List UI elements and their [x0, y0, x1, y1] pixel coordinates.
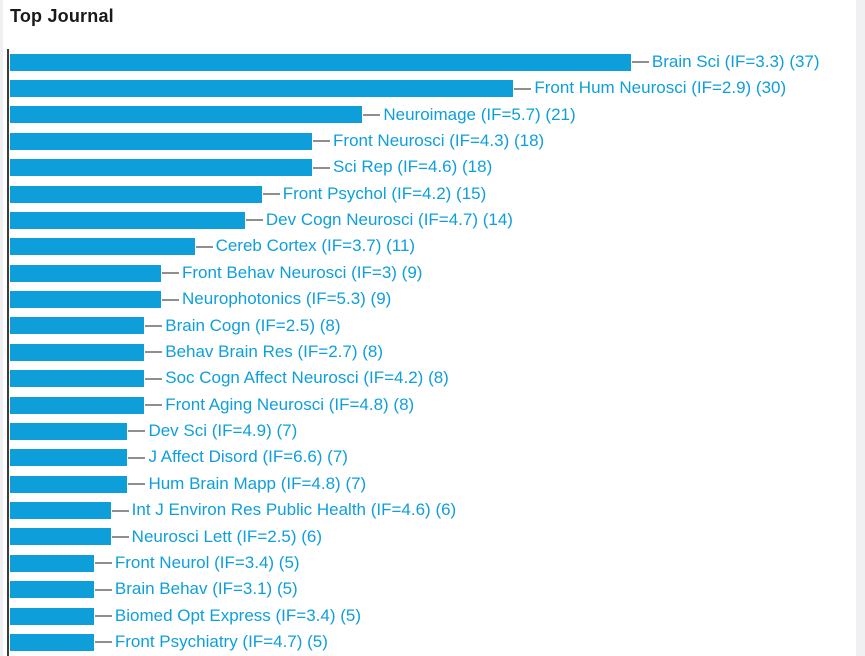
journal-bar[interactable]: [10, 264, 162, 282]
bar-row: Neuroimage (IF=5.7) (21): [10, 102, 856, 128]
label-connector-line: [94, 641, 112, 644]
journal-label[interactable]: Neurosci Lett (IF=2.5) (6): [131, 526, 323, 546]
label-connector-line: [363, 113, 381, 116]
journal-label[interactable]: Behav Brain Res (IF=2.7) (8): [165, 341, 384, 361]
journal-label[interactable]: Biomed Opt Express (IF=3.4) (5): [114, 605, 362, 625]
label-connector-line: [162, 298, 180, 301]
bar-row: Behav Brain Res (IF=2.7) (8): [10, 339, 856, 365]
journal-label[interactable]: Front Neurol (IF=3.4) (5): [114, 552, 300, 572]
journal-bar[interactable]: [10, 554, 94, 572]
bar-row: Front Neurosci (IF=4.3) (18): [10, 128, 856, 154]
label-connector-line: [262, 193, 280, 196]
bar-row: Front Hum Neurosci (IF=2.9) (30): [10, 75, 856, 101]
journal-label[interactable]: Brain Sci (IF=3.3) (37): [651, 51, 820, 71]
label-connector-line: [195, 245, 213, 248]
journal-bar[interactable]: [10, 211, 245, 229]
label-connector-line: [145, 404, 163, 407]
bar-row: Dev Sci (IF=4.9) (7): [10, 418, 856, 444]
y-axis-line: [7, 49, 9, 656]
journal-label[interactable]: Dev Sci (IF=4.9) (7): [148, 421, 298, 441]
label-connector-line: [94, 588, 112, 591]
journal-label[interactable]: Front Neurosci (IF=4.3) (18): [333, 130, 545, 150]
label-connector-line: [94, 562, 112, 565]
label-connector-line: [94, 615, 112, 618]
journal-bar[interactable]: [10, 80, 514, 98]
label-connector-line: [162, 272, 180, 275]
bar-row: J Affect Disord (IF=6.6) (7): [10, 445, 856, 471]
journal-bar[interactable]: [10, 132, 313, 150]
journal-label[interactable]: Cereb Cortex (IF=3.7) (11): [215, 236, 416, 256]
bar-row: Brain Behav (IF=3.1) (5): [10, 577, 856, 603]
journal-label[interactable]: Brain Behav (IF=3.1) (5): [114, 579, 298, 599]
journal-label[interactable]: Sci Rep (IF=4.6) (18): [333, 157, 493, 177]
page-left-gutter: [0, 0, 3, 656]
journal-bar[interactable]: [10, 449, 128, 467]
label-connector-line: [111, 509, 129, 512]
bar-row: Front Psychiatry (IF=4.7) (5): [10, 629, 856, 655]
journal-bar[interactable]: [10, 581, 94, 599]
label-connector-line: [313, 140, 331, 143]
journal-bar[interactable]: [10, 607, 94, 625]
label-connector-line: [245, 219, 263, 222]
bar-row: Dev Cogn Neurosci (IF=4.7) (14): [10, 207, 856, 233]
journal-bar[interactable]: [10, 633, 94, 651]
journal-bar[interactable]: [10, 106, 363, 124]
journal-bar[interactable]: [10, 528, 111, 546]
journal-bar[interactable]: [10, 475, 128, 493]
journal-label[interactable]: Neuroimage (IF=5.7) (21): [383, 104, 576, 124]
bar-row: Sci Rep (IF=4.6) (18): [10, 155, 856, 181]
bar-row: Int J Environ Res Public Health (IF=4.6)…: [10, 497, 856, 523]
top-journal-bar-chart: Brain Sci (IF=3.3) (37) Front Hum Neurosc…: [0, 49, 856, 656]
journal-bar[interactable]: [10, 185, 262, 203]
journal-bar[interactable]: [10, 343, 145, 361]
bar-rows: Brain Sci (IF=3.3) (37) Front Hum Neurosc…: [10, 49, 856, 656]
label-connector-line: [128, 430, 146, 433]
bar-row: Front Behav Neurosci (IF=3) (9): [10, 260, 856, 286]
label-connector-line: [145, 377, 163, 380]
bar-row: Front Aging Neurosci (IF=4.8) (8): [10, 392, 856, 418]
label-connector-line: [145, 324, 163, 327]
journal-label[interactable]: Int J Environ Res Public Health (IF=4.6)…: [131, 500, 457, 520]
journal-label[interactable]: Hum Brain Mapp (IF=4.8) (7): [148, 473, 367, 493]
journal-bar[interactable]: [10, 291, 162, 309]
label-connector-line: [631, 61, 649, 64]
label-connector-line: [313, 166, 331, 169]
label-connector-line: [128, 456, 146, 459]
bar-row: Front Psychol (IF=4.2) (15): [10, 181, 856, 207]
page-right-gutter: [856, 0, 865, 656]
journal-bar[interactable]: [10, 53, 631, 71]
bar-row: Hum Brain Mapp (IF=4.8) (7): [10, 471, 856, 497]
journal-label[interactable]: Front Psychiatry (IF=4.7) (5): [114, 632, 328, 652]
journal-bar[interactable]: [10, 317, 145, 335]
bar-row: Brain Cogn (IF=2.5) (8): [10, 313, 856, 339]
journal-label[interactable]: Front Behav Neurosci (IF=3) (9): [182, 262, 423, 282]
label-connector-line: [128, 483, 146, 486]
bar-row: Soc Cogn Affect Neurosci (IF=4.2) (8): [10, 366, 856, 392]
chart-title: Top Journal: [10, 6, 114, 26]
journal-label[interactable]: Soc Cogn Affect Neurosci (IF=4.2) (8): [165, 368, 449, 388]
label-connector-line: [514, 87, 532, 90]
journal-label[interactable]: J Affect Disord (IF=6.6) (7): [148, 447, 348, 467]
label-connector-line: [111, 535, 129, 538]
bar-row: Front Neurol (IF=3.4) (5): [10, 550, 856, 576]
journal-bar[interactable]: [10, 422, 128, 440]
journal-label[interactable]: Front Hum Neurosci (IF=2.9) (30): [534, 78, 787, 98]
journal-label[interactable]: Front Psychol (IF=4.2) (15): [282, 183, 487, 203]
journal-label[interactable]: Dev Cogn Neurosci (IF=4.7) (14): [265, 210, 513, 230]
journal-label[interactable]: Neurophotonics (IF=5.3) (9): [182, 289, 392, 309]
bar-row: Neurophotonics (IF=5.3) (9): [10, 286, 856, 312]
journal-bar[interactable]: [10, 502, 111, 520]
bar-row: Neurosci Lett (IF=2.5) (6): [10, 524, 856, 550]
journal-bar[interactable]: [10, 159, 313, 177]
journal-label[interactable]: Brain Cogn (IF=2.5) (8): [165, 315, 341, 335]
journal-bar[interactable]: [10, 370, 145, 388]
bar-row: Biomed Opt Express (IF=3.4) (5): [10, 603, 856, 629]
bar-row: Cereb Cortex (IF=3.7) (11): [10, 234, 856, 260]
bar-row: Brain Sci (IF=3.3) (37): [10, 49, 856, 75]
journal-bar[interactable]: [10, 238, 195, 256]
journal-bar[interactable]: [10, 396, 145, 414]
label-connector-line: [145, 351, 163, 354]
journal-label[interactable]: Front Aging Neurosci (IF=4.8) (8): [165, 394, 415, 414]
